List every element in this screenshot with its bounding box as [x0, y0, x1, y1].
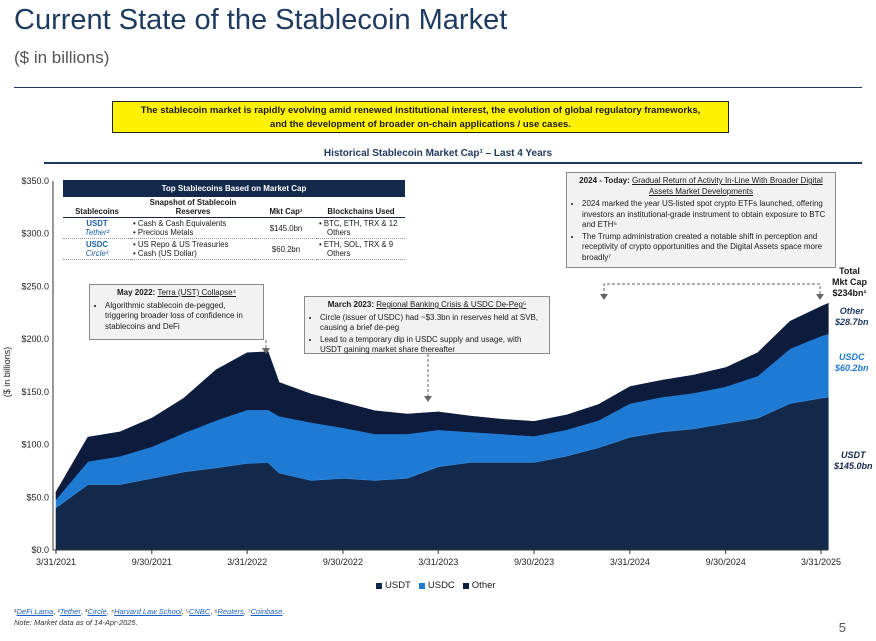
x-tick-label: 3/31/2021 [36, 557, 76, 567]
coin-cell: USDC Circle³ [63, 239, 131, 260]
callout-heading: March 2023: Regional Banking Crisis & US… [327, 300, 527, 309]
chains-cell: • ETH, SOL, TRX & 9 Others [319, 240, 394, 258]
page-number: 5 [838, 620, 846, 635]
col-snapshot: Snapshot of Stablecoin Reserves [131, 197, 255, 218]
usdt-series-label: USDT $145.0bn [834, 450, 873, 471]
banner-line-1: The stablecoin market is rapidly evolvin… [140, 105, 701, 116]
terra-collapse-callout: May 2022: Terra (UST) Collapse⁴ Algorith… [89, 284, 264, 340]
x-tick-label: 9/30/2024 [706, 557, 746, 567]
usdc-series-label: USDC $60.2bn [835, 352, 869, 373]
total-mktcap-label: Total Mkt Cap $234bn¹ [832, 266, 868, 298]
callout-bullet: Lead to a temporary dip in USDC supply a… [320, 335, 544, 356]
coin-ticker: USDT [86, 219, 108, 228]
footnotes: ¹DeFi Lama, ²Tether, ³Circle, ⁴Harvard L… [14, 606, 284, 628]
other-series-label: Other $28.7bn [835, 306, 869, 327]
reserve-item: • Cash (US Dollar) [133, 249, 197, 258]
y-tick-label: $300.0 [21, 229, 49, 239]
callout-bullet: Algorithmic stablecoin de-pegged, trigge… [105, 301, 258, 333]
table-title: Top Stablecoins Based on Market Cap [63, 180, 405, 197]
y-tick-label: $200.0 [21, 334, 49, 344]
callout-heading: May 2022: Terra (UST) Collapse⁴ [116, 288, 237, 297]
col-mktcap: Mkt Cap¹ [255, 197, 317, 218]
bracket-arrow-left [600, 294, 608, 300]
svb-arrow-head [424, 396, 432, 402]
other-area [55, 302, 829, 501]
source-link[interactable]: Coinbase [250, 607, 283, 616]
x-tick-label: 3/31/2022 [227, 557, 267, 567]
svb-crisis-callout: March 2023: Regional Banking Crisis & US… [304, 296, 550, 354]
source-link[interactable]: DeFi Lama [16, 607, 54, 616]
bracket-arrow-right [816, 294, 824, 300]
source-link[interactable]: Harvard Law School [114, 607, 182, 616]
chains-cell: • BTC, ETH, TRX & 12 Others [319, 219, 398, 237]
source-link[interactable]: Circle [87, 607, 107, 616]
y-tick-label: $0.0 [31, 545, 49, 555]
coin-cell: USDT Tether² [63, 218, 131, 239]
callout-bullet: 2024 marked the year US-listed spot cryp… [582, 199, 830, 231]
y-tick-label: $250.0 [21, 281, 49, 291]
legend-item-usdc: USDC [418, 580, 455, 591]
callout-bullet: Circle (issuer of USDC) had ~$3.3bn in r… [320, 313, 544, 334]
y-tick-label: $100.0 [21, 440, 49, 450]
legend-item-usdt: USDT [376, 580, 411, 591]
chart-title-divider [44, 162, 862, 164]
coin-issuer: Circle³ [85, 249, 109, 258]
coin-issuer: Tether² [84, 228, 110, 237]
x-tick-label: 3/31/2025 [801, 557, 841, 567]
table-row: USDC Circle³ • US Repo & US Treasuries • C… [63, 239, 405, 260]
key-message-banner: The stablecoin market is rapidly evolvin… [112, 101, 729, 133]
title-divider [14, 87, 862, 88]
market-developments-callout: 2024 - Today: Gradual Return of Activity… [566, 172, 836, 268]
y-axis-label: ($ in billions) [2, 347, 12, 398]
coin-ticker: USDC [85, 240, 109, 249]
x-tick-label: 3/31/2024 [610, 557, 650, 567]
chart-legend: USDT USDC Other [376, 580, 496, 591]
x-tick-label: 9/30/2022 [323, 557, 363, 567]
page-title: Current State of the Stablecoin Market [14, 4, 508, 36]
y-tick-label: $350.0 [21, 176, 49, 186]
reserve-item: • US Repo & US Treasuries [133, 240, 229, 249]
col-chains: Blockchains Used [317, 197, 405, 218]
x-tick-label: 9/30/2023 [514, 557, 554, 567]
source-link[interactable]: CNBC [188, 607, 211, 616]
market-data-note: Note: Market data as of 14-Apr-2025. [14, 618, 138, 627]
table-header-row: Stablecoins Snapshot of Stablecoin Reser… [63, 197, 405, 218]
y-tick-label: $150.0 [21, 387, 49, 397]
bracket-line [603, 283, 821, 296]
table-row: USDT Tether² • Cash & Cash Equivalents • P… [63, 218, 405, 239]
mktcap-cell: $60.2bn [271, 244, 301, 254]
source-link[interactable]: Tether [59, 607, 81, 616]
banner-line-2: and the development of broader on-chain … [270, 119, 571, 130]
callout-arrows [262, 283, 824, 402]
callout-bullet: The Trump administration created a notab… [582, 232, 830, 264]
callout-heading: 2024 - Today: Gradual Return of Activity… [579, 176, 823, 196]
chart-axes: $0.0 $50.0 $100.0 $150.0 $200.0 $250.0 $300.0 $… [21, 176, 841, 567]
reserve-item: • Cash & Cash Equivalents [133, 219, 227, 228]
reserves-cell: • Cash & Cash Equivalents • Precious Meta… [131, 218, 255, 239]
legend-item-other: Other [462, 580, 496, 591]
chart-title: Historical Stablecoin Market Cap¹ – Last… [323, 148, 553, 159]
top-stablecoins-table: Top Stablecoins Based on Market Cap Stab… [63, 180, 405, 260]
mktcap-cell: $145.0bn [269, 223, 303, 233]
source-link[interactable]: Reuters [217, 607, 244, 616]
y-tick-label: $50.0 [26, 492, 49, 502]
terra-arrow-head [262, 348, 270, 354]
reserves-cell: • US Repo & US Treasuries • Cash (US Doll… [131, 239, 255, 260]
x-tick-label: 9/30/2021 [132, 557, 172, 567]
reserve-item: • Precious Metals [133, 228, 194, 237]
x-tick-label: 3/31/2023 [418, 557, 458, 567]
sources-line: ¹DeFi Lama, ²Tether, ³Circle, ⁴Harvard L… [14, 607, 285, 616]
col-stablecoins: Stablecoins [63, 197, 131, 218]
page-subtitle: ($ in billions) [14, 48, 110, 67]
